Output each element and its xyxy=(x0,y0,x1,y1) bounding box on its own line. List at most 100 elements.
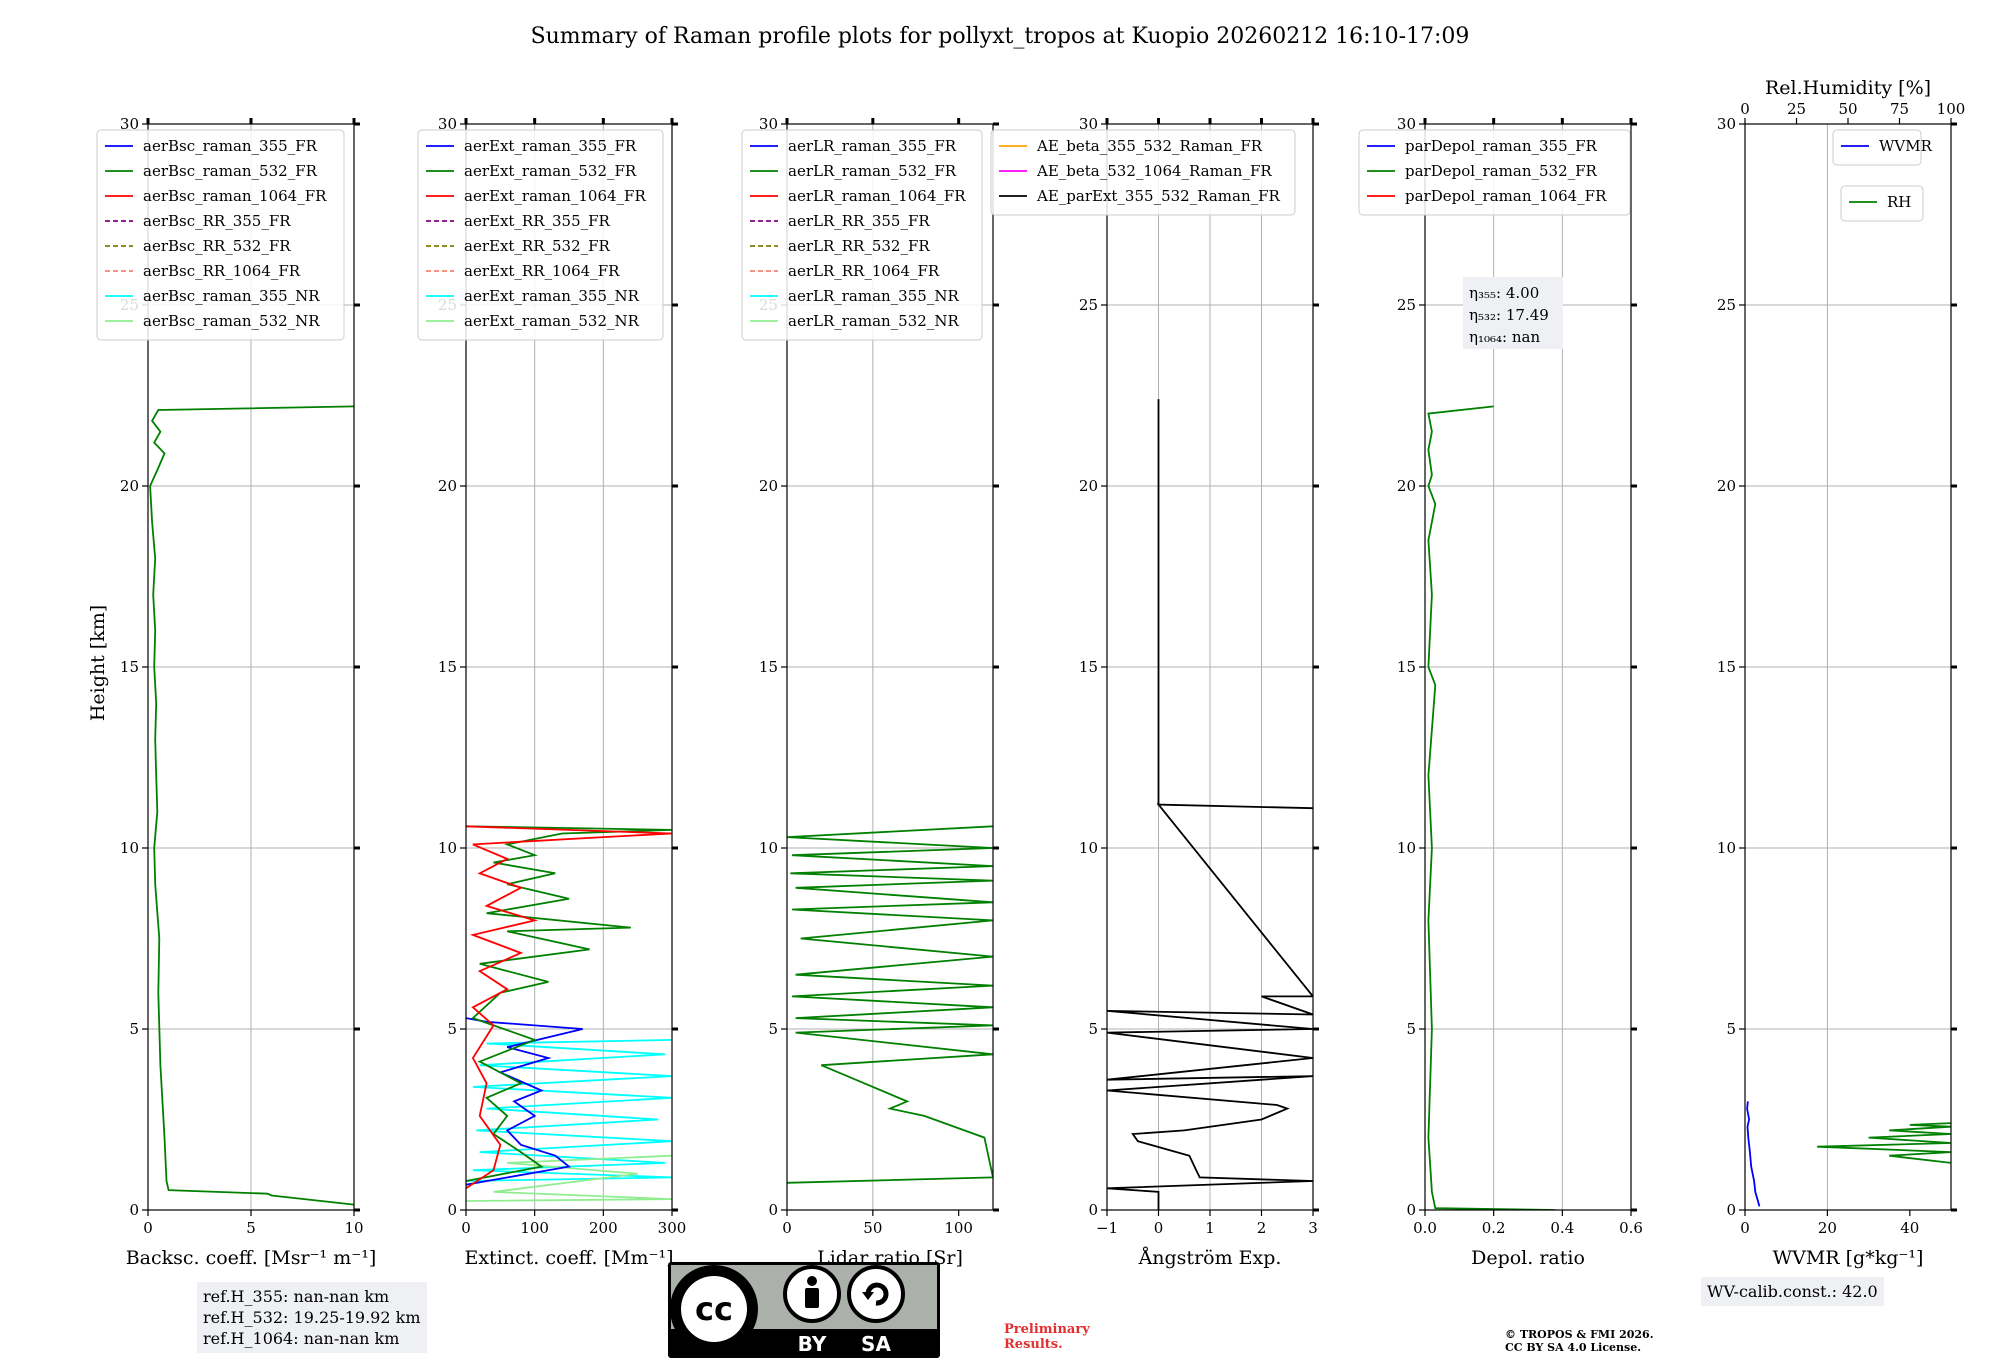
legend-label: RH xyxy=(1887,193,1911,211)
top-x-tick-label: 75 xyxy=(1890,100,1909,118)
x-tick-label: 3 xyxy=(1308,1219,1318,1237)
legend: aerLR_raman_355_FR aerLR_raman_532_FR aerL… xyxy=(741,129,983,341)
y-tick-label: 5 xyxy=(1088,1020,1098,1038)
panel-depol: 0 5 10 15 20 25 30 0.0 0.2 0.4 0.6 Depol. ratio parD… xyxy=(1358,115,1643,1269)
x-tick-label: 0 xyxy=(461,1219,471,1237)
legend-label: aerExt_RR_1064_FR xyxy=(464,262,620,280)
series-RH xyxy=(1817,1122,1951,1164)
legend-label: aerBsc_raman_355_NR xyxy=(143,287,320,305)
reference-height-box: ref.H_355: nan-nan km ref.H_532: 19.25-1… xyxy=(197,1282,427,1353)
preliminary-note: Preliminary Results. xyxy=(1004,1322,1090,1352)
ref-height-355: ref.H_355: nan-nan km xyxy=(203,1287,390,1306)
legend-label: aerLR_raman_355_FR xyxy=(788,137,957,155)
by-label: BY xyxy=(798,1332,827,1356)
panel-bsc: 0510152025300510Backsc. coeff. [Msr⁻¹ m⁻… xyxy=(96,115,377,1269)
x-tick-label: 100 xyxy=(944,1219,973,1237)
cc-label: cc xyxy=(695,1290,733,1328)
y-tick-label: 30 xyxy=(1079,115,1098,133)
ref-height-1064: ref.H_1064: nan-nan km xyxy=(203,1329,400,1348)
y-tick-label: 0 xyxy=(1406,1201,1416,1219)
legend-label: aerBsc_raman_532_FR xyxy=(143,162,318,180)
legend-label: WVMR xyxy=(1879,137,1933,155)
y-tick-label: 10 xyxy=(120,839,139,857)
x-axis-label: Depol. ratio xyxy=(1471,1247,1585,1269)
x-tick-label: 0.2 xyxy=(1482,1219,1506,1237)
series-aerExt_raman_532_FR xyxy=(466,825,672,1182)
wv-calib-box: WV-calib.const.: 42.0 xyxy=(1701,1277,1884,1306)
preliminary-line-2: Results. xyxy=(1004,1337,1063,1352)
figure-title: Summary of Raman profile plots for polly… xyxy=(531,24,1470,49)
legend-frame xyxy=(990,129,1296,216)
x-tick-label: 1 xyxy=(1205,1219,1215,1237)
x-tick-label: −1 xyxy=(1096,1219,1118,1237)
y-tick-label: 10 xyxy=(438,839,457,857)
sa-label: SA xyxy=(861,1332,891,1356)
y-tick-label: 0 xyxy=(1088,1201,1098,1219)
ref-height-532: ref.H_532: 19.25-19.92 km xyxy=(203,1308,421,1327)
y-tick-label: 15 xyxy=(1717,658,1736,676)
series-aerBsc_raman_532_FR xyxy=(149,405,354,1206)
y-tick-label: 0 xyxy=(447,1201,457,1219)
eta-box xyxy=(1463,277,1563,349)
x-tick-label: 300 xyxy=(658,1219,687,1237)
x-axis-label: Backsc. coeff. [Msr⁻¹ m⁻¹] xyxy=(126,1247,377,1269)
legend-label: aerBsc_RR_532_FR xyxy=(143,237,291,255)
y-tick-label: 15 xyxy=(1397,658,1416,676)
panel-ext: 0510152025300100200300Extinct. coeff. [M… xyxy=(417,115,687,1269)
cc-license-badge: cc BY SA xyxy=(668,1262,940,1358)
legend-label: parDepol_raman_355_FR xyxy=(1405,137,1598,155)
legend: aerExt_raman_355_FR aerExt_raman_532_FRae… xyxy=(417,129,664,341)
legend-frame xyxy=(96,129,345,341)
legend-label: aerLR_RR_532_FR xyxy=(788,237,930,255)
sa-icon xyxy=(847,1265,905,1323)
x-tick-label: 50 xyxy=(863,1219,882,1237)
legend: parDepol_raman_355_FR parDepol_raman_532_… xyxy=(1358,129,1631,216)
x-axis-label: WVMR [g*kg⁻¹] xyxy=(1773,1247,1924,1269)
top-x-tick-label: 100 xyxy=(1937,100,1966,118)
y-tick-label: 0 xyxy=(129,1201,139,1219)
cc-icon xyxy=(681,1276,747,1342)
legend-label: aerLR_raman_1064_FR xyxy=(788,187,966,205)
legend-label: aerLR_RR_355_FR xyxy=(788,212,930,230)
eta-label: η₁₀₆₄: nan xyxy=(1469,328,1540,346)
legend-frame xyxy=(1358,129,1631,216)
y-tick-label: 15 xyxy=(759,658,778,676)
legend-label: aerLR_raman_532_FR xyxy=(788,162,957,180)
y-tick-label: 10 xyxy=(1717,839,1736,857)
legend-label: aerLR_raman_532_NR xyxy=(788,312,959,330)
y-tick-label: 5 xyxy=(768,1020,778,1038)
legend-label: aerBsc_RR_355_FR xyxy=(143,212,291,230)
legend-label: aerExt_raman_355_FR xyxy=(464,137,637,155)
x-tick-label: 0.0 xyxy=(1413,1219,1437,1237)
legend: AE_beta_355_532_Raman_FR AE_beta_532_1064… xyxy=(990,129,1296,216)
eta-annotation: η₃₅₅: 4.00 η₅₃₂: 17.49 η₁₀₆₄: nan xyxy=(1463,277,1563,349)
sa-arrowhead xyxy=(862,1292,874,1300)
x-tick-label: 20 xyxy=(1818,1219,1837,1237)
y-tick-label: 20 xyxy=(759,477,778,495)
legend-label: aerExt_RR_355_FR xyxy=(464,212,611,230)
legend-label: aerBsc_raman_355_FR xyxy=(143,137,318,155)
y-tick-label: 20 xyxy=(1397,477,1416,495)
y-tick-label: 30 xyxy=(759,115,778,133)
legend-label: aerBsc_raman_532_NR xyxy=(143,312,320,330)
legend-label: parDepol_raman_1064_FR xyxy=(1405,187,1607,205)
legend-label: aerLR_raman_355_NR xyxy=(788,287,959,305)
x-tick-label: 0 xyxy=(143,1219,153,1237)
y-tick-label: 20 xyxy=(1717,477,1736,495)
y-tick-label: 15 xyxy=(438,658,457,676)
x-tick-label: 5 xyxy=(246,1219,256,1237)
top-x-tick-label: 25 xyxy=(1787,100,1806,118)
y-tick-label: 25 xyxy=(1079,296,1098,314)
y-tick-label: 0 xyxy=(1726,1201,1736,1219)
legend: WVMR xyxy=(1832,129,1933,166)
legend-frame xyxy=(741,129,983,341)
x-tick-label: 0 xyxy=(1740,1219,1750,1237)
legend-label: aerExt_raman_1064_FR xyxy=(464,187,646,205)
x-tick-label: 200 xyxy=(589,1219,618,1237)
eta-label: η₃₅₅: 4.00 xyxy=(1469,284,1539,302)
legend: RH xyxy=(1840,185,1924,222)
x-tick-label: 40 xyxy=(1900,1219,1919,1237)
legend-label: aerBsc_raman_1064_FR xyxy=(143,187,327,205)
legend-label: AE_beta_355_532_Raman_FR xyxy=(1036,137,1263,155)
series-WVMR xyxy=(1746,1101,1761,1207)
